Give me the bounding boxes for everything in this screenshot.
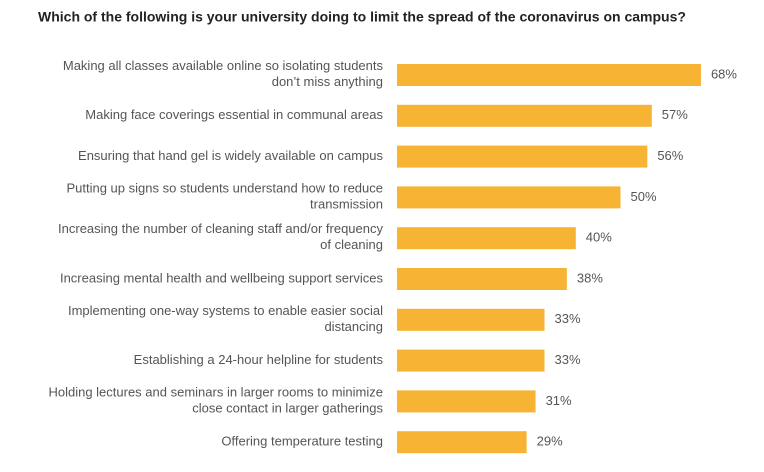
bar <box>397 145 648 168</box>
value-label: 33% <box>555 352 581 367</box>
value-label: 31% <box>546 393 572 408</box>
category-label: Holding lectures and seminars in larger … <box>48 385 383 416</box>
value-label: 29% <box>537 434 563 449</box>
bar <box>397 308 545 331</box>
category-label: Offering temperature testing <box>221 434 383 449</box>
category-label: Ensuring that hand gel is widely availab… <box>78 148 383 163</box>
category-label: Establishing a 24-hour helpline for stud… <box>134 352 384 367</box>
value-label: 33% <box>555 311 581 326</box>
bar <box>397 186 621 209</box>
value-label: 38% <box>577 270 603 285</box>
value-label: 56% <box>657 148 683 163</box>
value-label: 40% <box>586 230 612 245</box>
bar <box>397 349 545 372</box>
bar <box>397 268 567 290</box>
bar <box>397 104 652 127</box>
value-label: 57% <box>662 107 688 122</box>
category-label: Making face coverings essential in commu… <box>85 107 383 122</box>
chart-title: Which of the following is your universit… <box>38 9 686 25</box>
category-label: Increasing the number of cleaning staff … <box>58 222 383 253</box>
category-label: Making all classes available online so i… <box>63 58 384 89</box>
category-label: Increasing mental health and wellbeing s… <box>60 270 384 285</box>
bar <box>397 227 576 250</box>
bar <box>397 390 536 413</box>
bar <box>397 64 701 86</box>
category-label: Implementing one-way systems to enable e… <box>68 303 383 334</box>
bar <box>397 431 527 454</box>
value-label: 68% <box>711 66 737 81</box>
category-label: Putting up signs so students understand … <box>66 181 383 212</box>
value-label: 50% <box>631 189 657 204</box>
